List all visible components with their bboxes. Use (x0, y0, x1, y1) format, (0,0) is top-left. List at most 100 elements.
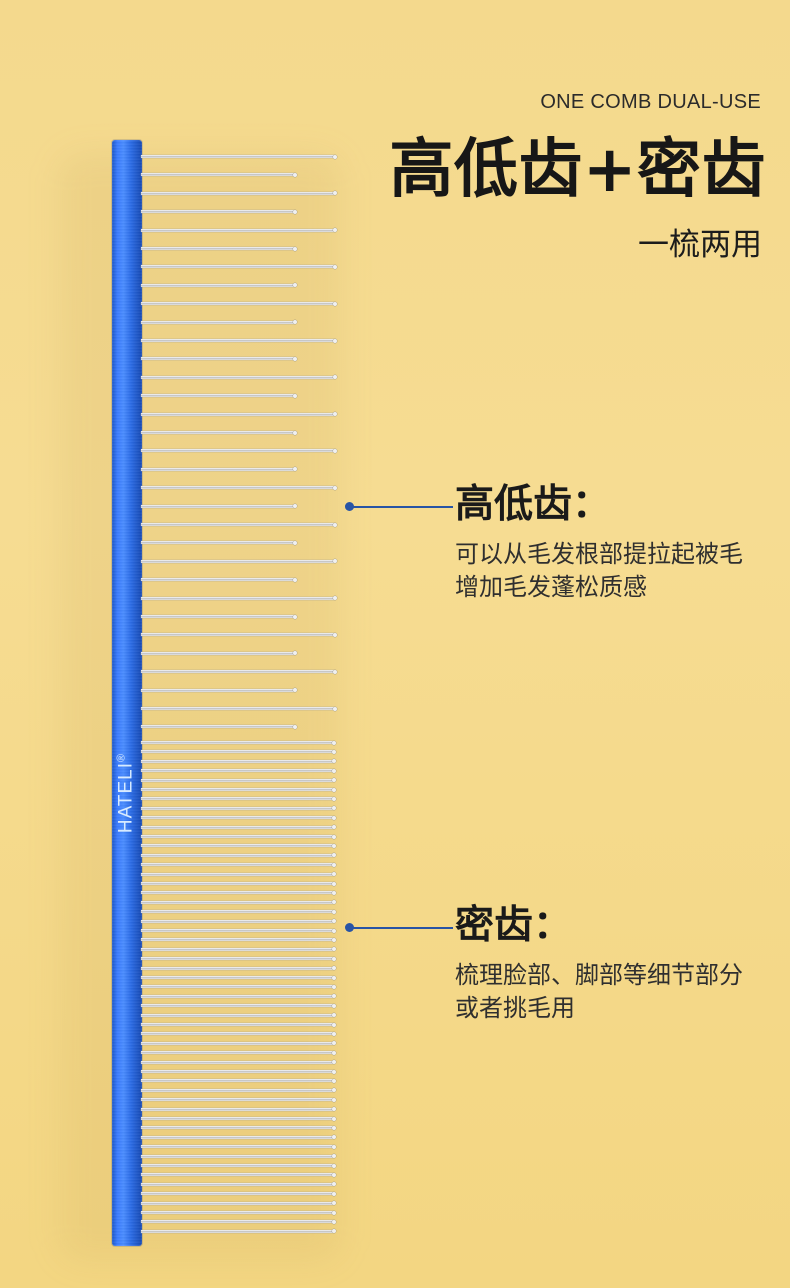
comb-tooth (141, 1191, 336, 1196)
callout-description: 可以从毛发根部提拉起被毛增加毛发蓬松质感 (455, 540, 743, 601)
comb-tooth (141, 1060, 336, 1065)
comb-tooth (141, 540, 297, 545)
comb-tooth (141, 485, 337, 490)
comb-tooth (141, 577, 297, 582)
comb-tooth (141, 919, 336, 924)
comb-tooth (141, 1003, 336, 1008)
comb-tooth (141, 768, 336, 773)
comb-tooth (141, 448, 337, 453)
comb-tooth (141, 937, 336, 942)
comb-tooth (141, 154, 337, 159)
comb-tooth (141, 209, 297, 214)
comb-tooth (141, 651, 297, 656)
comb-tooth (141, 843, 336, 848)
comb-tooth (141, 890, 336, 895)
callout-line (353, 927, 453, 929)
comb-tooth (141, 264, 337, 269)
english-tag: ONE COMB DUAL-USE (540, 91, 761, 113)
comb-tooth (141, 834, 336, 839)
comb-tooth (141, 900, 336, 905)
comb-tooth (141, 301, 337, 306)
comb-tooth (141, 853, 336, 858)
comb-tooth (141, 375, 337, 380)
comb-tooth (141, 778, 336, 783)
comb-tooth (141, 956, 336, 961)
comb-tooth (141, 559, 337, 564)
comb-tooth (141, 246, 297, 251)
comb-tooth (141, 1201, 336, 1206)
comb-tooth (141, 872, 336, 877)
comb-tooth (141, 909, 336, 914)
comb-tooth (141, 1088, 336, 1093)
comb-tooth (141, 984, 336, 989)
comb-tooth (141, 928, 336, 933)
comb-spine (112, 140, 142, 1246)
comb-tooth (141, 1154, 336, 1159)
comb-tooth (141, 632, 337, 637)
comb-tooth (141, 1163, 336, 1168)
comb-tooth (141, 825, 336, 830)
brand-text: HATELI® (115, 752, 137, 834)
comb-image: HATELI® (0, 0, 360, 1288)
comb-tooth (141, 1219, 336, 1224)
comb-tooth (141, 975, 336, 980)
comb-tooth (141, 412, 337, 417)
comb-tooth (141, 1135, 336, 1140)
page-subtitle: 一梳两用 (638, 227, 762, 263)
comb-tooth (141, 1041, 336, 1046)
comb-tooth (141, 356, 297, 361)
comb-tooth (141, 881, 336, 886)
callout-title: 密齿： (455, 903, 573, 948)
comb-tooth (141, 1182, 336, 1187)
comb-tooth (141, 1229, 336, 1234)
comb-tooth (141, 706, 337, 711)
callout-high-low-teeth: 高低齿： 可以从毛发根部提拉起被毛增加毛发蓬松质感 (345, 485, 765, 622)
comb-tooth (141, 191, 337, 196)
comb-tooth (141, 787, 336, 792)
comb-tooth (141, 283, 297, 288)
comb-tooth (141, 228, 337, 233)
callout-line (353, 506, 453, 508)
comb-tooth (141, 522, 337, 527)
comb-tooth (141, 1144, 336, 1149)
comb-tooth (141, 1125, 336, 1130)
comb-tooth (141, 749, 336, 754)
comb-tooth (141, 994, 336, 999)
comb-tooth (141, 172, 297, 177)
comb-tooth (141, 1116, 336, 1121)
comb-tooth (141, 596, 337, 601)
comb-tooth (141, 1210, 336, 1215)
brand-registered-mark: ® (115, 752, 128, 762)
callout-dot (345, 923, 354, 932)
comb-tooth (141, 669, 337, 674)
comb-tooth (141, 1031, 336, 1036)
comb-tooth (141, 1172, 336, 1177)
callout-dense-teeth: 密齿： 梳理脸部、脚部等细节部分或者挑毛用 (345, 906, 765, 1043)
comb-tooth (141, 759, 336, 764)
comb-tooth (141, 740, 336, 745)
callout-title: 高低齿： (455, 482, 612, 527)
callout-dot (345, 502, 354, 511)
brand-name: HATELI (115, 762, 137, 834)
comb-tooth (141, 862, 336, 867)
comb-tooth (141, 1069, 336, 1074)
comb-tooth (141, 966, 336, 971)
comb-tooth (141, 815, 336, 820)
comb-tooth (141, 724, 297, 729)
comb-tooth (141, 430, 297, 435)
comb-tooth (141, 614, 297, 619)
comb-tooth (141, 947, 336, 952)
comb-tooth (141, 1022, 336, 1027)
comb-tooth (141, 1107, 336, 1112)
comb-tooth (141, 1078, 336, 1083)
comb-tooth (141, 338, 337, 343)
comb-tooth (141, 796, 336, 801)
page-title: 高低齿+密齿 (389, 133, 766, 207)
comb-tooth (141, 504, 297, 509)
comb-tooth (141, 1050, 336, 1055)
comb-tooth (141, 806, 336, 811)
brand-logo: HATELI® (106, 738, 146, 848)
comb-tooth (141, 393, 297, 398)
callout-description: 梳理脸部、脚部等细节部分或者挑毛用 (455, 961, 743, 1022)
